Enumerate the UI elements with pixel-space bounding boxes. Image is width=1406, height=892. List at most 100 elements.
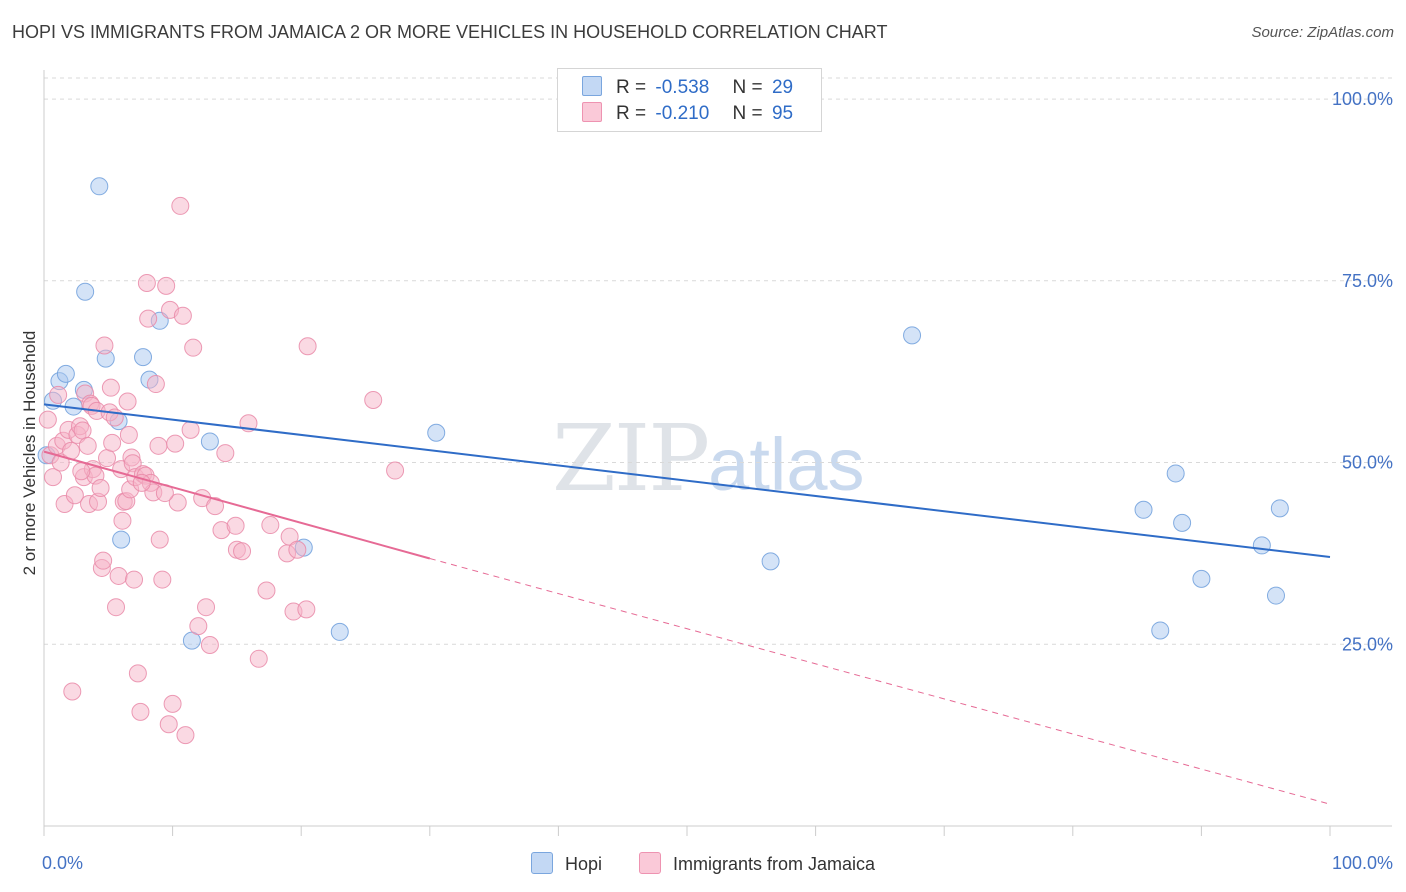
data-points xyxy=(37,177,1289,745)
watermark-zip: ZIP xyxy=(552,405,710,512)
legend-item-hopi-label: Hopi xyxy=(564,854,602,874)
jamaica-point xyxy=(166,434,185,453)
hopi-swatch xyxy=(582,76,602,96)
jamaica-point xyxy=(91,478,110,497)
hopi-point xyxy=(1270,499,1289,518)
jamaica-point xyxy=(125,570,144,589)
legend-row-hopi: R = -0.538 N = 29 xyxy=(582,76,793,100)
stats-legend: R = -0.538 N = 29 R = -0.210 N = 95 xyxy=(557,68,822,132)
hopi-point xyxy=(76,282,95,301)
hopi-point xyxy=(134,348,153,367)
jamaica-point xyxy=(233,542,252,561)
jamaica-legend-swatch xyxy=(639,852,661,874)
hopi-point xyxy=(903,326,922,345)
chart-source: Source: ZipAtlas.com xyxy=(1251,24,1394,41)
jamaica-point xyxy=(103,433,122,452)
hopi-point xyxy=(1151,621,1170,640)
jamaica-point xyxy=(206,497,225,516)
jamaica-point xyxy=(184,338,203,357)
jamaica-point xyxy=(131,702,150,721)
legend-item-jamaica-label: Immigrants from Jamaica xyxy=(673,854,876,874)
jamaica-point xyxy=(95,336,114,355)
legend-r-value: -0.210 xyxy=(655,103,710,124)
jamaica-point xyxy=(189,617,208,636)
jamaica-point xyxy=(261,516,280,535)
axes xyxy=(43,70,1392,836)
hopi-legend-swatch xyxy=(530,852,553,874)
legend-r-label: R = xyxy=(616,103,647,124)
jamaica-point xyxy=(72,462,91,481)
jamaica-point xyxy=(168,493,187,512)
jamaica-point xyxy=(298,337,317,356)
jamaica-point xyxy=(173,306,192,325)
jamaica-trend-line xyxy=(43,450,431,560)
jamaica-point xyxy=(364,391,383,410)
legend-n-value: 95 xyxy=(771,103,794,124)
jamaica-point xyxy=(149,436,168,455)
y-tick-label: 100.0% xyxy=(1332,89,1393,109)
jamaica-point xyxy=(128,664,147,683)
tick-labels: 25.0% 50.0% 75.0% 100.0% 0.0% 100.0% xyxy=(42,89,1393,873)
jamaica-trend-extension xyxy=(429,558,1331,805)
chart-title: HOPI VS IMMIGRANTS FROM JAMAICA 2 OR MOR… xyxy=(12,22,888,42)
jamaica-point xyxy=(44,468,63,487)
hopi-point xyxy=(56,364,75,383)
hopi-point xyxy=(1266,586,1285,605)
hopi-point xyxy=(90,177,109,196)
jamaica-point xyxy=(119,425,138,444)
y-tick-label: 75.0% xyxy=(1342,271,1393,291)
jamaica-point xyxy=(73,421,92,440)
hopi-point xyxy=(200,432,219,451)
jamaica-point xyxy=(137,273,156,292)
jamaica-point xyxy=(78,436,97,455)
hopi-point xyxy=(1192,569,1211,588)
hopi-point xyxy=(1134,500,1153,519)
jamaica-point xyxy=(150,530,169,549)
jamaica-point xyxy=(216,444,235,463)
hopi-point xyxy=(112,530,131,549)
y-axis-label: 2 or more Vehicles in Household xyxy=(20,330,39,576)
jamaica-point xyxy=(257,581,276,600)
jamaica-point xyxy=(94,551,113,570)
legend-r-label: R = xyxy=(616,77,647,98)
jamaica-point xyxy=(65,486,84,505)
jamaica-point xyxy=(38,410,57,429)
jamaica-point xyxy=(288,540,307,559)
grid-lines xyxy=(44,77,1392,645)
hopi-trend-line xyxy=(43,403,1331,559)
jamaica-point xyxy=(139,309,158,328)
legend-item-jamaica: Immigrants from Jamaica xyxy=(639,852,875,875)
jamaica-point xyxy=(386,461,405,480)
jamaica-point xyxy=(118,392,137,411)
jamaica-point xyxy=(197,598,216,617)
legend-row-jamaica: R = -0.210 N = 95 xyxy=(582,102,793,126)
jamaica-point xyxy=(157,276,176,295)
jamaica-point xyxy=(153,570,172,589)
hopi-point xyxy=(427,423,446,442)
jamaica-point xyxy=(176,726,195,745)
jamaica-point xyxy=(113,511,132,530)
watermark: ZIPatlas xyxy=(552,405,864,512)
y-tick-label: 25.0% xyxy=(1342,634,1393,654)
jamaica-point xyxy=(132,473,151,492)
x-tick-label: 100.0% xyxy=(1332,853,1393,873)
jamaica-point xyxy=(163,694,182,713)
jamaica-swatch xyxy=(582,102,602,122)
hopi-point xyxy=(330,622,349,641)
legend-n-label: N = xyxy=(732,103,763,124)
jamaica-point xyxy=(101,378,120,397)
series-legend: Hopi Immigrants from Jamaica xyxy=(0,852,1406,875)
legend-n-label: N = xyxy=(732,77,763,98)
legend-item-hopi: Hopi xyxy=(530,852,602,875)
jamaica-point xyxy=(171,196,190,215)
legend-r-value: -0.538 xyxy=(655,77,710,98)
jamaica-point xyxy=(109,566,128,585)
jamaica-point xyxy=(146,375,165,394)
jamaica-point xyxy=(49,385,68,404)
hopi-point xyxy=(761,552,780,571)
jamaica-point xyxy=(226,516,245,535)
jamaica-point xyxy=(200,635,219,654)
legend-n-value: 29 xyxy=(771,77,794,98)
y-tick-label: 50.0% xyxy=(1342,453,1393,473)
